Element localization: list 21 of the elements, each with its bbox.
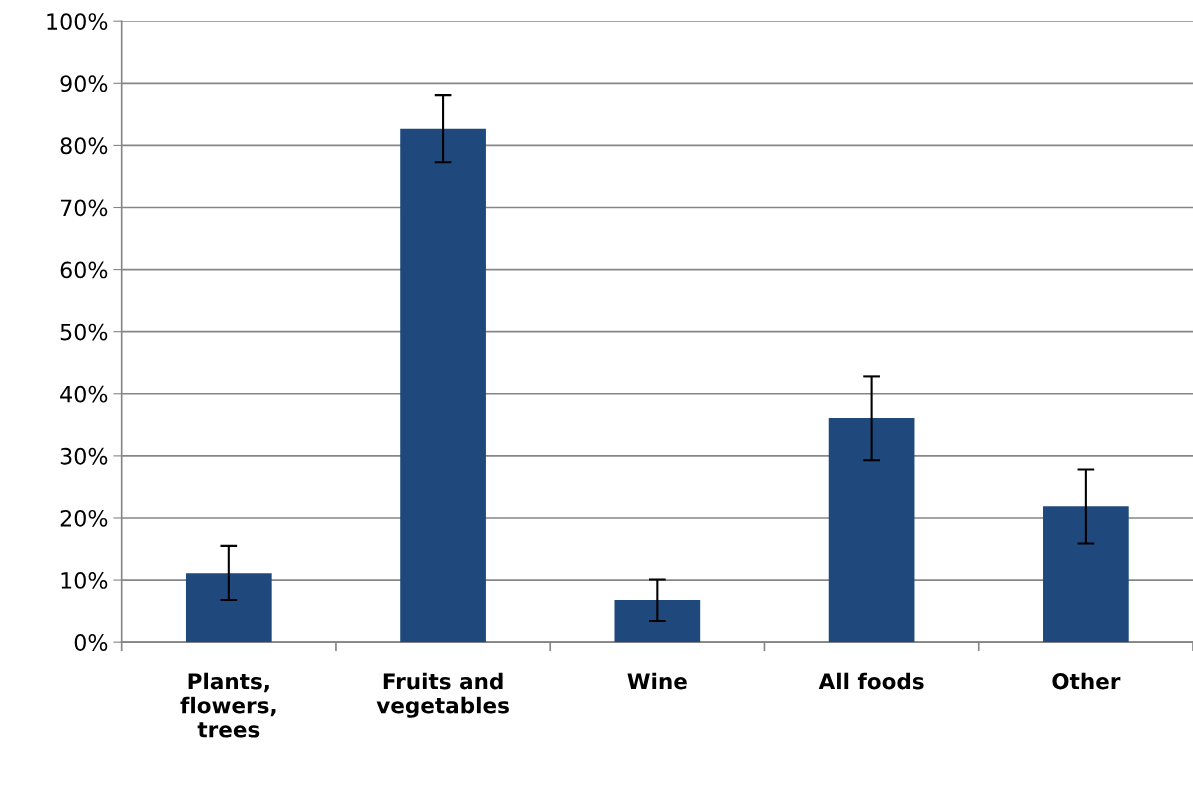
y-tick-label: 50% — [60, 323, 108, 341]
y-tick-label: 20% — [60, 509, 108, 527]
y-tick-label: 0% — [74, 634, 108, 651]
bar — [185, 573, 272, 643]
bar — [400, 128, 486, 643]
bar — [614, 599, 701, 643]
y-tick-label: 70% — [60, 199, 108, 217]
y-tick-label: 90% — [60, 75, 108, 93]
y-tick-label: 60% — [60, 261, 108, 279]
x-tick-label: Fruits and vegetables — [376, 672, 509, 718]
y-tick-label: 40% — [60, 385, 108, 403]
bar — [1043, 506, 1129, 643]
bar — [828, 418, 915, 643]
x-tick-label: Other — [1052, 672, 1121, 690]
y-tick-label: 30% — [60, 447, 108, 465]
x-tick-label: All foods — [818, 672, 924, 690]
x-tick-label: Plants, flowers, trees — [180, 672, 276, 738]
y-tick-label: 10% — [61, 572, 108, 589]
y-tick-label: 100% — [47, 13, 108, 30]
y-tick-label: 80% — [60, 137, 108, 155]
x-tick-label: Wine — [627, 672, 687, 690]
